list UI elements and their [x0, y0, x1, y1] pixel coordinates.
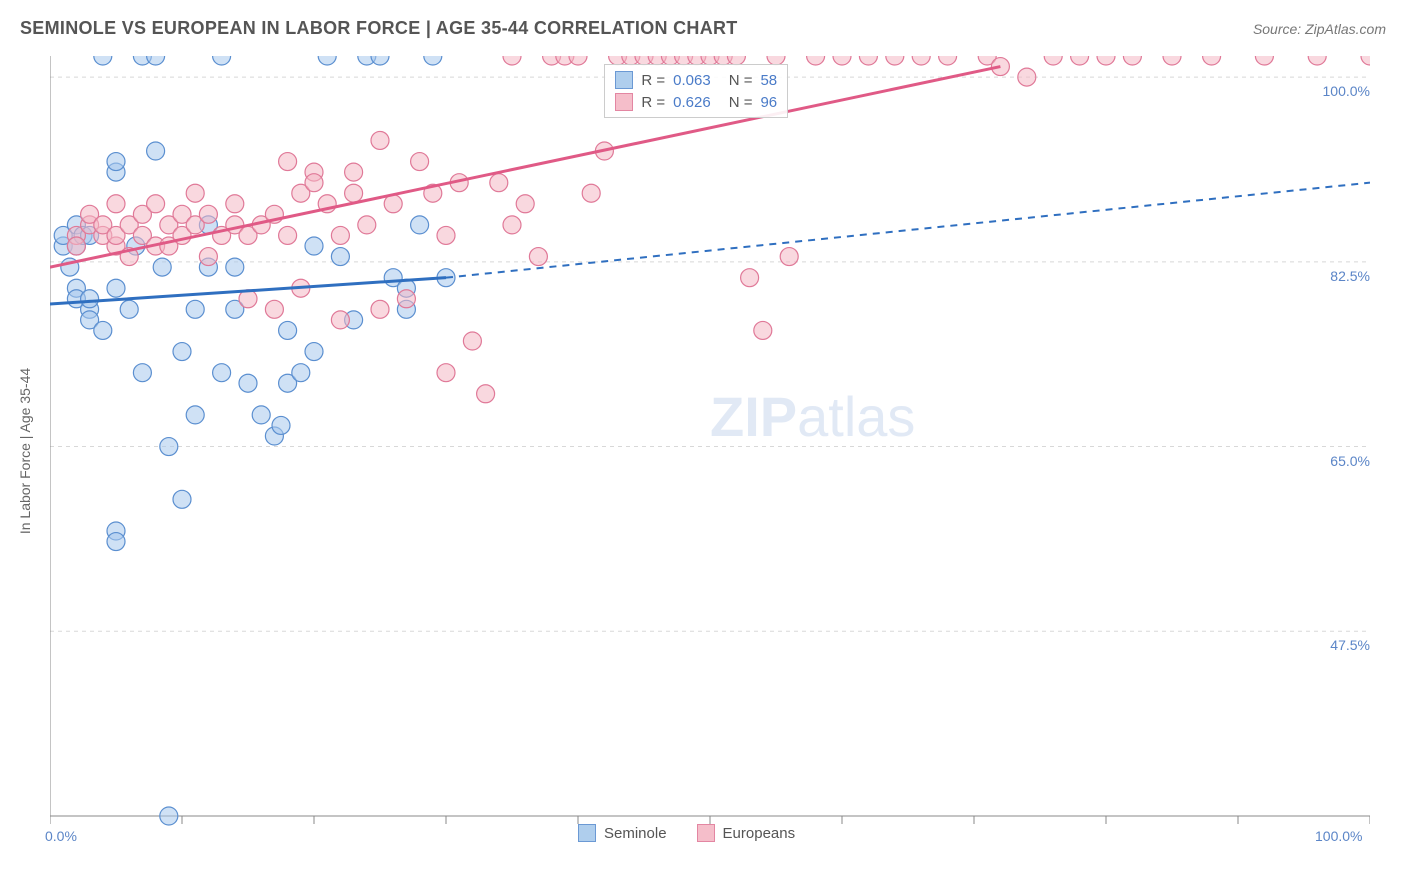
- y-axis-label-text: In Labor Force | Age 35-44: [17, 368, 33, 534]
- chart-container: SEMINOLE VS EUROPEAN IN LABOR FORCE | AG…: [0, 0, 1406, 892]
- legend-label: Seminole: [604, 825, 667, 842]
- stats-r-label: R =: [641, 72, 665, 89]
- correlation-stats-box: R = 0.063 N = 58 R = 0.626 N = 96: [604, 64, 788, 118]
- stats-row-european: R = 0.626 N = 96: [615, 91, 777, 113]
- stats-r-label: R =: [641, 94, 665, 111]
- svg-text:ZIPatlas: ZIPatlas: [710, 385, 915, 448]
- scatter-plot-svg: ZIPatlas: [50, 56, 1370, 846]
- legend-swatch-icon: [578, 824, 596, 842]
- stats-r-value: 0.063: [673, 72, 711, 89]
- stats-swatch-icon: [615, 93, 633, 111]
- legend-swatch-icon: [697, 824, 715, 842]
- stats-n-label: N =: [729, 94, 753, 111]
- source-text: Source: ZipAtlas.com: [1253, 21, 1386, 37]
- stats-row-seminole: R = 0.063 N = 58: [615, 69, 777, 91]
- stats-r-value: 0.626: [673, 94, 711, 111]
- x-tick-label: 0.0%: [45, 828, 77, 844]
- stats-n-label: N =: [729, 72, 753, 89]
- title-bar: SEMINOLE VS EUROPEAN IN LABOR FORCE | AG…: [20, 18, 1386, 39]
- y-tick-label: 65.0%: [1300, 453, 1370, 469]
- legend: Seminole Europeans: [578, 824, 795, 842]
- plot-area: ZIPatlas: [50, 56, 1370, 846]
- y-axis-label: In Labor Force | Age 35-44: [15, 56, 35, 846]
- stats-swatch-icon: [615, 71, 633, 89]
- y-tick-label: 82.5%: [1300, 268, 1370, 284]
- y-tick-label: 100.0%: [1300, 83, 1370, 99]
- x-tick-label: 100.0%: [1315, 828, 1362, 844]
- stats-n-value: 96: [760, 94, 777, 111]
- legend-label: Europeans: [723, 825, 796, 842]
- legend-item-european: Europeans: [697, 824, 796, 842]
- legend-item-seminole: Seminole: [578, 824, 667, 842]
- chart-title: SEMINOLE VS EUROPEAN IN LABOR FORCE | AG…: [20, 18, 738, 39]
- y-tick-label: 47.5%: [1300, 637, 1370, 653]
- stats-n-value: 58: [760, 72, 777, 89]
